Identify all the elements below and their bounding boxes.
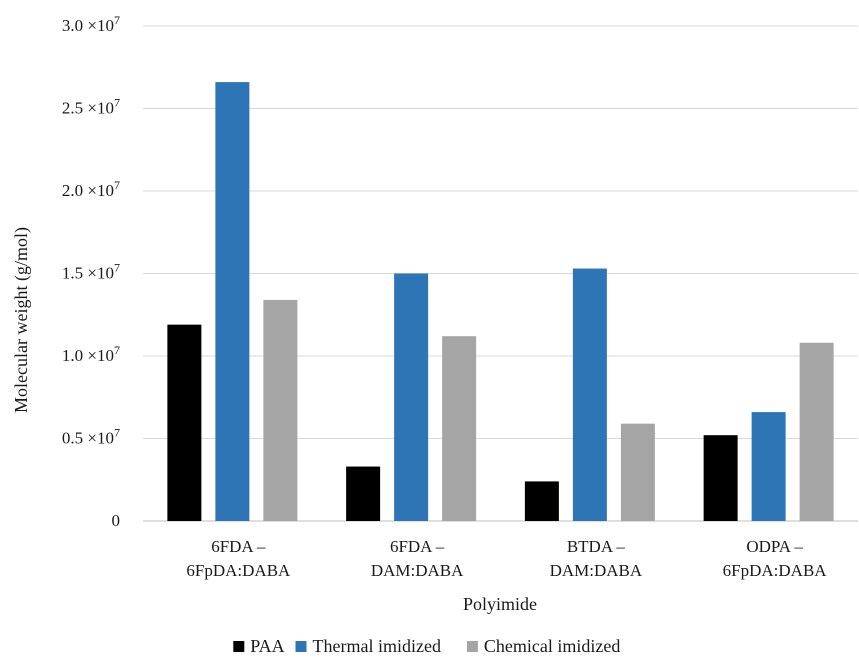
y-axis-ticks: 0 0.5 ×107 1.0 ×107 1.5 ×107 2.0 ×107 2.5 ×10… [62, 13, 120, 530]
legend-label: Chemical imidized [484, 636, 620, 656]
y-tick-label: 1.5 ×107 [62, 261, 120, 283]
bar-thermal-imidized [572, 268, 607, 521]
bar-thermal-imidized [751, 412, 786, 521]
bar-paa [524, 481, 559, 521]
bar-paa [167, 324, 202, 521]
x-category-label: ODPA –6FpDA:DABA [723, 537, 828, 580]
y-tick-label: 3.0 ×107 [62, 13, 120, 35]
bar-paa [703, 435, 738, 521]
bar-thermal-imidized [215, 82, 250, 521]
bars [167, 82, 834, 521]
y-tick-label: 2.5 ×107 [62, 96, 120, 118]
bar-paa [346, 466, 381, 521]
x-axis-categories: 6FDA –6FpDA:DABA 6FDA – DAM:DABA BTDA – DAM:… [186, 537, 827, 580]
x-category-label: 6FDA –6FpDA:DABA [186, 537, 291, 580]
bar-thermal-imidized [394, 273, 429, 521]
legend-label: PAA [250, 636, 284, 656]
x-axis-title: Polyimide [463, 594, 537, 614]
x-category-label: BTDA – DAM:DABA [550, 537, 643, 580]
bar-chemical-imidized [263, 299, 298, 521]
legend-swatch [295, 641, 307, 652]
y-tick-label: 0.5 ×107 [62, 426, 120, 448]
bar-chemical-imidized [620, 423, 655, 521]
y-axis-title: Molecular weight (g/mol) [11, 227, 32, 413]
y-tick-label: 2.0 ×107 [62, 178, 120, 200]
x-category-label: 6FDA – DAM:DABA [371, 537, 464, 580]
y-tick-label: 0 [112, 511, 121, 530]
legend-swatch [466, 641, 478, 652]
bar-chemical-imidized [442, 336, 477, 521]
gridlines [143, 25, 858, 522]
legend-label: Thermal imidized [313, 636, 441, 656]
y-tick-label: 1.0 ×107 [62, 343, 120, 365]
bar-chemical-imidized [799, 342, 834, 521]
legend-swatch [233, 641, 245, 652]
legend: PAA Thermal imidized Chemical imidized [233, 636, 620, 656]
